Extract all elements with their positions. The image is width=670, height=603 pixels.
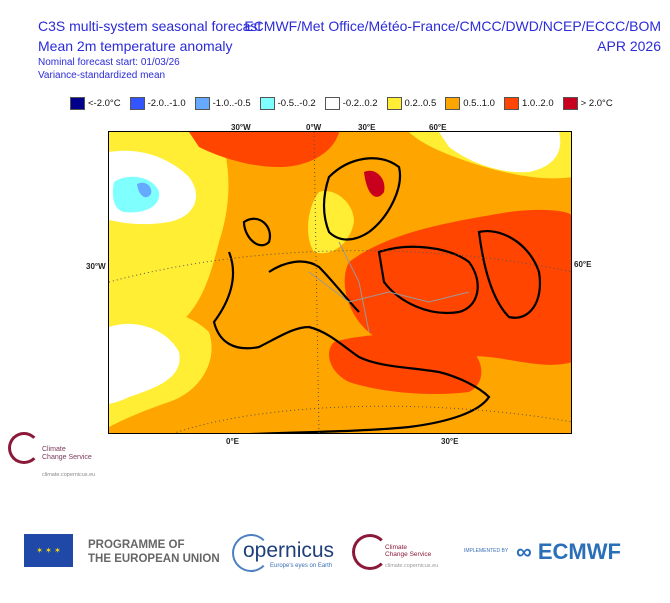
valid-month: APR 2026 [597,38,661,54]
implemented-by: IMPLEMENTED BY [464,548,509,554]
legend-swatch [194,97,210,110]
legend-item: -0.5..-0.2 [259,97,316,110]
region-cold [137,182,152,198]
legend-label: -0.5..-0.2 [277,98,316,109]
borders [308,241,470,333]
anomaly-map [108,131,572,434]
region-0.2-0.5 [307,191,354,254]
lon-tick-top: 0°W [306,123,322,132]
lat-tick-right: 60°E [574,260,592,269]
region-1.0-2.0 [189,132,339,167]
legend-swatch [445,97,461,110]
graticule [109,132,571,433]
c3s-logo-text: Climate Change Service [385,544,432,558]
lon-tick-top: 30°E [358,123,376,132]
legend-swatch [129,97,145,110]
lon-tick-bottom: 30°E [441,437,459,446]
legend-label: -0.2..0.2 [342,98,378,109]
side-logo-url: climate.copernicus.eu [42,472,96,478]
legend-label: 0.5..1.0 [463,98,495,109]
legend-item: -0.2..0.2 [324,97,378,110]
c3s-logo-icon [352,534,388,570]
legend-label: 0.2..0.5 [404,98,437,109]
color-legend: <-2.0°C -2.0..-1.0 -1.0..-0.5 -0.5..-0.2 -0.… [70,97,613,110]
legend-label: -1.0..-0.5 [212,98,251,109]
copernicus-logo-icon [232,534,270,572]
eu-flag-icon: ✶ ✶ ✶ [24,534,73,567]
region-above-2 [364,170,385,197]
legend-swatch [503,97,519,110]
side-logo-text: Climate Change Service [42,446,92,461]
title-line1: C3S multi-system seasonal forecast [38,18,262,34]
region-neutral [439,132,561,173]
lon-tick-bottom: 0°E [226,437,239,446]
lat-tick-left: 30°W [86,262,106,271]
ecmwf-logo: ∞ ECMWF [516,539,621,564]
systems-list: ECMWF/Met Office/Météo-France/CMCC/DWD/N… [244,18,661,34]
legend-item: 0.5..1.0 [445,97,495,110]
region-1.0-2.0 [329,334,482,394]
legend-item: <-2.0°C [70,97,121,110]
title-line2: Mean 2m temperature anomaly [38,38,233,54]
legend-swatch [259,97,275,110]
legend-item: > 2.0°C [562,97,613,110]
lon-tick-top: 30°W [231,123,251,132]
legend-item: -1.0..-0.5 [194,97,251,110]
legend-item: 1.0..2.0 [503,97,554,110]
legend-label: 1.0..2.0 [521,98,554,109]
method: Variance-standardized mean [38,70,166,81]
c3s-logo-icon [8,432,40,464]
lon-tick-top: 60°E [429,123,447,132]
legend-label: > 2.0°C [580,98,613,109]
forecast-start: Nominal forecast start: 01/03/26 [38,57,180,68]
legend-label: <-2.0°C [88,98,121,109]
legend-item: -2.0..-1.0 [129,97,186,110]
legend-item: 0.2..0.5 [386,97,437,110]
legend-swatch [562,97,578,110]
legend-swatch [70,97,85,110]
coastlines [212,157,542,433]
copernicus-tagline: Europe's eyes on Earth [270,563,333,569]
legend-swatch [386,97,402,110]
legend-swatch [324,97,340,110]
ecmwf-symbol-icon: ∞ [516,539,532,564]
region-neutral [109,323,180,404]
c3s-url: climate.copernicus.eu [385,563,439,569]
eu-programme-text: PROGRAMME OF THE EUROPEAN UNION [88,539,220,565]
copernicus-wordmark: opernicus [243,539,335,562]
legend-label: -2.0..-1.0 [147,98,186,109]
region-1.0-2.0 [344,209,571,365]
